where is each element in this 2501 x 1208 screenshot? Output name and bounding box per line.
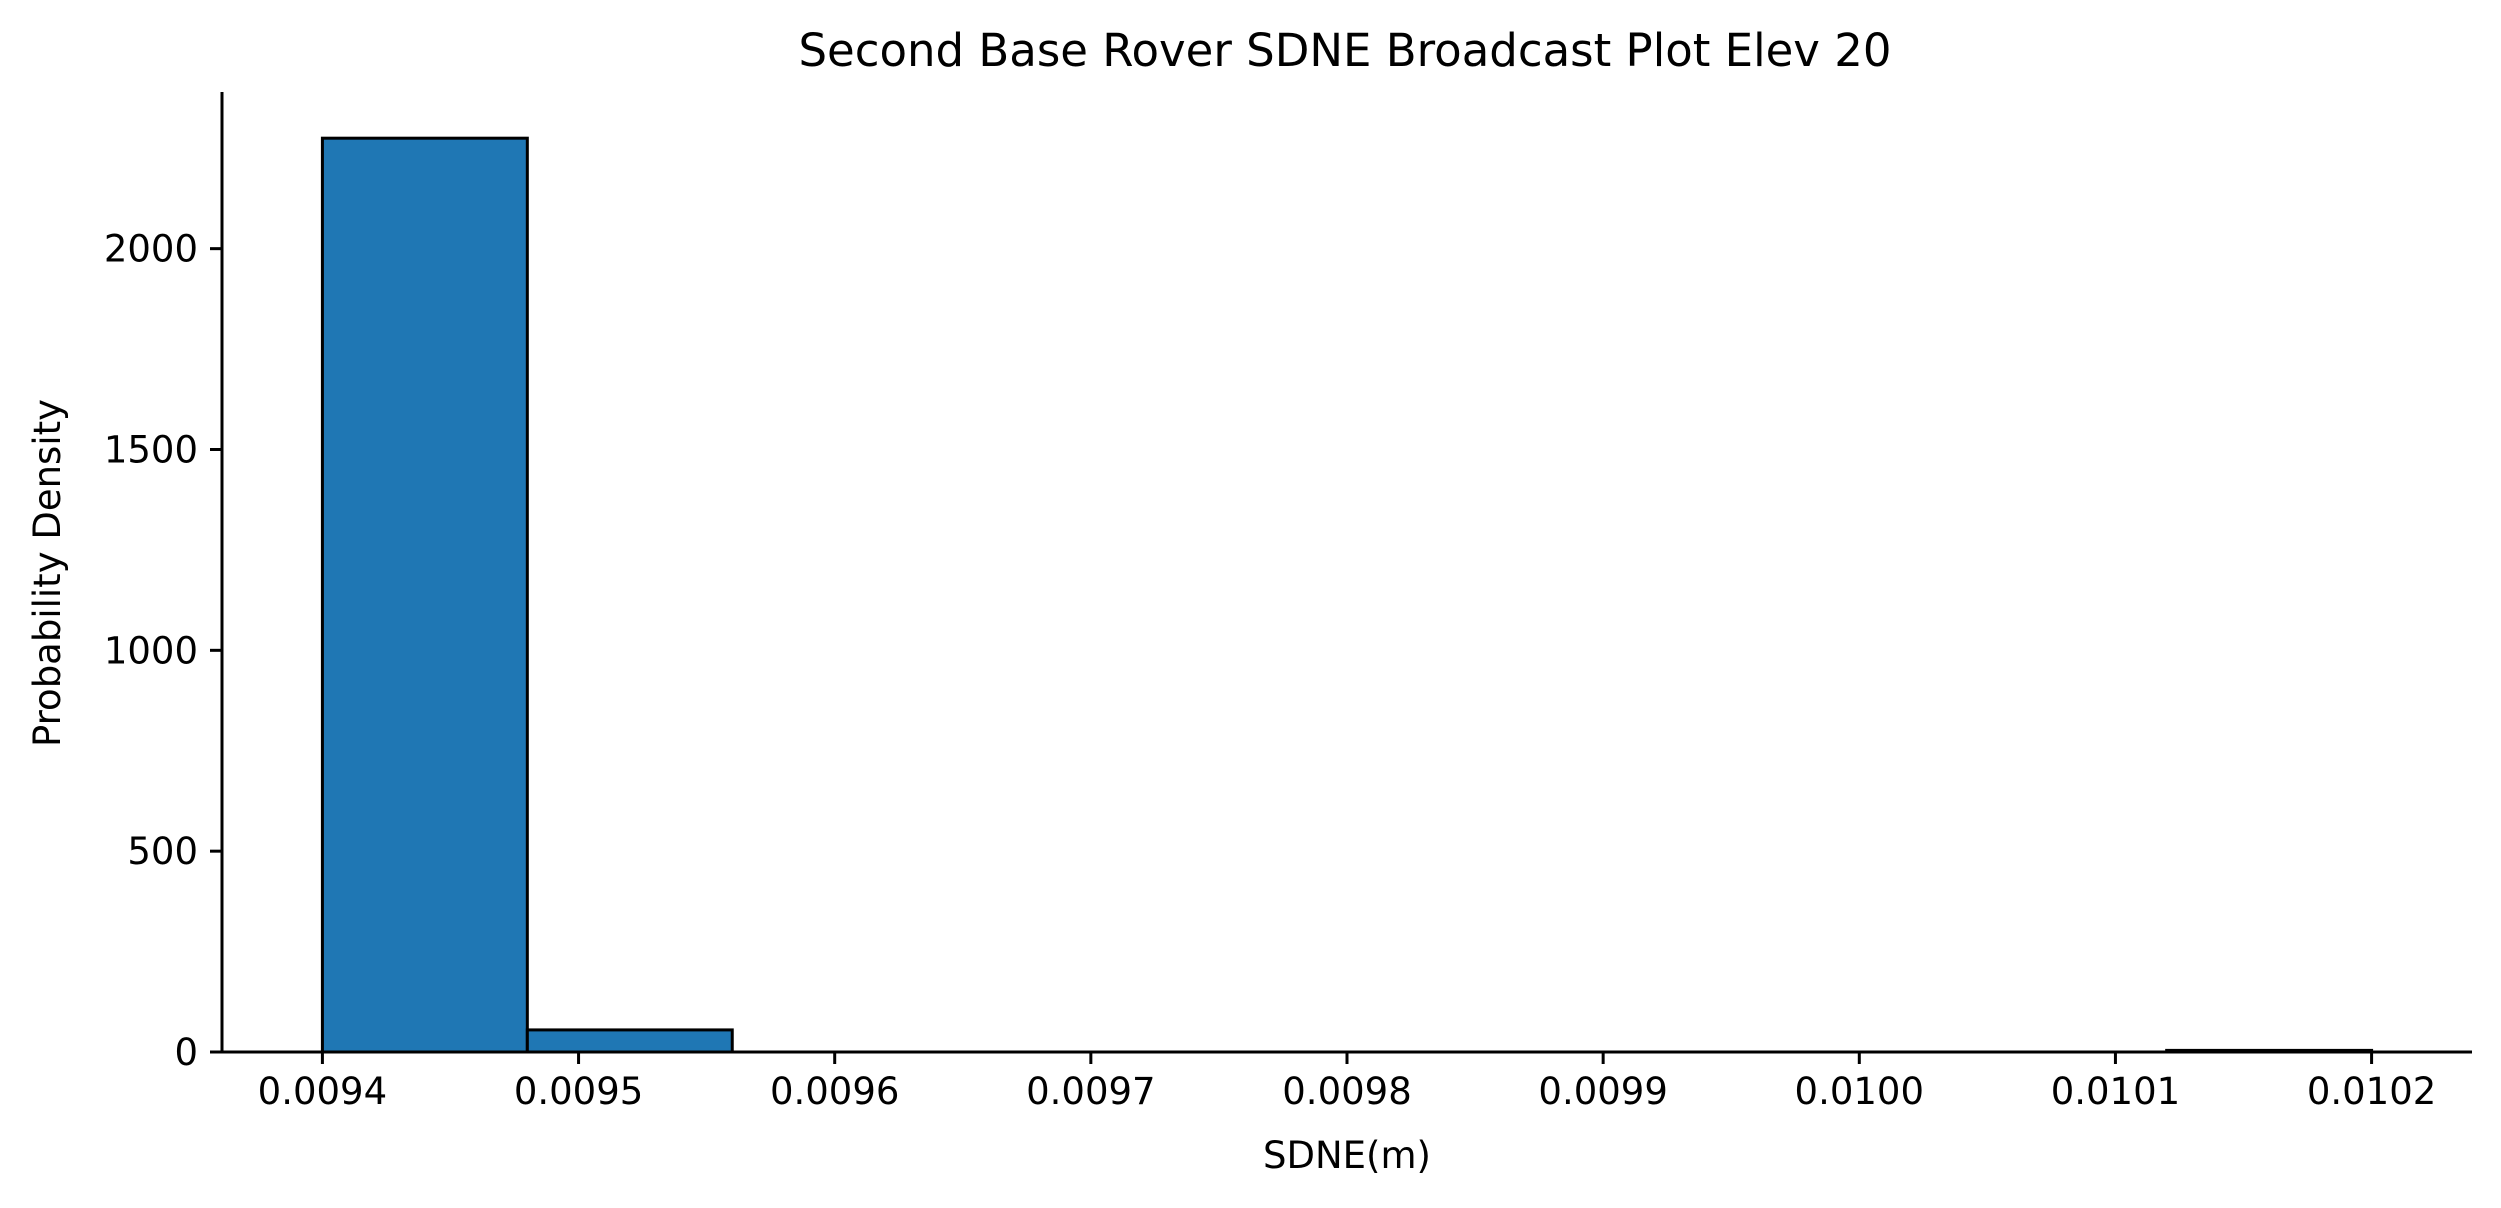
x-tick-label: 0.0096 <box>770 1070 899 1113</box>
x-tick-label: 0.0095 <box>514 1070 643 1113</box>
x-tick-label: 0.0100 <box>1795 1070 1924 1113</box>
y-tick-label: 1500 <box>104 428 198 471</box>
y-tick-label: 500 <box>127 830 198 873</box>
x-tick-label: 0.0098 <box>1282 1070 1411 1113</box>
histogram-bar <box>320 136 529 1054</box>
x-axis-label: SDNE(m) <box>1263 1134 1431 1177</box>
y-axis-ticks: 0 500 1000 1500 2000 <box>104 228 222 1074</box>
bars-group <box>320 136 2374 1054</box>
chart-title: Second Base Rover SDNE Broadcast Plot El… <box>798 24 1891 77</box>
histogram-bar <box>525 1028 734 1054</box>
x-tick-label: 0.0101 <box>2051 1070 2180 1113</box>
x-tick-label: 0.0102 <box>2307 1070 2436 1113</box>
x-tick-label: 0.0097 <box>1026 1070 1155 1113</box>
y-tick-label: 0 <box>174 1031 198 1074</box>
x-tick-label: 0.0099 <box>1538 1070 1667 1113</box>
y-axis-label: Probability Density <box>26 399 69 747</box>
y-tick-label: 1000 <box>104 629 198 672</box>
x-tick-label: 0.0094 <box>258 1070 387 1113</box>
y-tick-label: 2000 <box>104 228 198 271</box>
x-axis-ticks: 0.0094 0.0095 0.0096 0.0097 0.0098 0.0099 0.01… <box>258 1052 2436 1113</box>
